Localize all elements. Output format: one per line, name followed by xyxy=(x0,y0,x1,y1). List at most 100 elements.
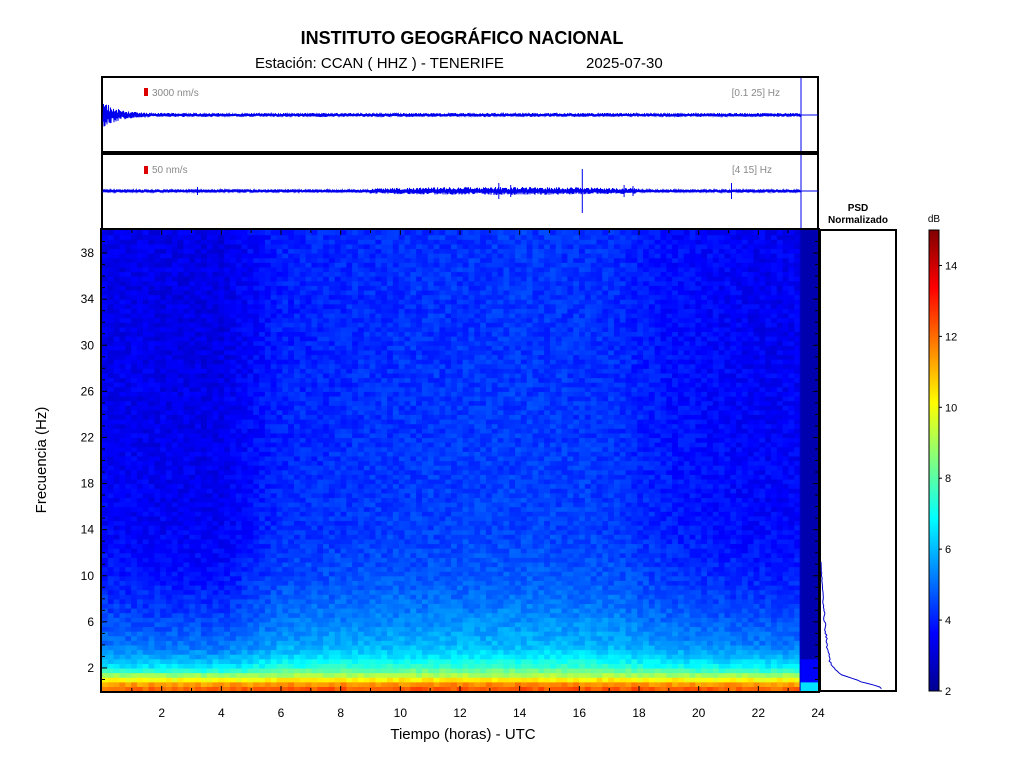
spectrogram-cell xyxy=(375,580,382,586)
spectrogram-cell xyxy=(183,285,190,291)
spectrogram-cell xyxy=(270,289,278,296)
spectrogram-cell xyxy=(247,654,254,660)
spectrogram-cell xyxy=(165,566,173,572)
spectrogram-cell xyxy=(276,612,283,618)
spectrogram-cell xyxy=(218,409,225,415)
spectrogram-cell xyxy=(136,442,144,448)
spectrogram-cell xyxy=(102,635,109,641)
spectrogram-cell xyxy=(206,294,214,300)
spectrogram-cell xyxy=(200,617,208,623)
spectrogram-cell xyxy=(270,432,278,439)
spectrogram-cell xyxy=(317,363,324,369)
spectrogram-cell xyxy=(305,520,313,526)
spectrogram-cell xyxy=(253,230,260,236)
spectrogram-cell xyxy=(131,432,138,439)
spectrogram-cell xyxy=(317,289,324,296)
spectrogram-cell xyxy=(212,557,219,563)
spectrogram-cell xyxy=(328,428,336,434)
spectrogram-cell xyxy=(136,271,144,277)
spectrogram-cell xyxy=(352,515,359,522)
spectrogram-cell xyxy=(253,483,260,489)
spectrogram-cell xyxy=(107,423,115,429)
spectrogram-cell xyxy=(270,571,278,577)
spectrogram-cell xyxy=(189,331,196,337)
spectrogram-cell xyxy=(328,488,336,494)
spectrogram-cell xyxy=(259,548,266,554)
spectrogram-cell xyxy=(241,446,249,452)
spectrogram-cell xyxy=(357,303,365,309)
spectrogram-cell xyxy=(346,419,353,425)
spectrogram-cell xyxy=(270,552,278,558)
spectrogram-cell xyxy=(200,626,208,632)
spectrogram-cell xyxy=(328,594,336,600)
spectrogram-cell xyxy=(299,271,307,277)
spectrogram-cell xyxy=(165,649,173,655)
spectrogram-cell xyxy=(357,340,365,346)
spectrogram-cell xyxy=(323,460,330,466)
spectrogram-cell xyxy=(183,654,190,660)
spectrogram-cell xyxy=(136,469,144,475)
spectrogram-cell xyxy=(299,571,307,577)
spectrogram-cell xyxy=(125,280,132,286)
spectrogram-cell xyxy=(229,359,237,365)
spectrogram-cell xyxy=(247,257,254,263)
spectrogram-cell xyxy=(375,478,382,485)
spectrogram-cell xyxy=(171,617,179,623)
spectrogram-cell xyxy=(357,230,365,236)
spectrogram-cell xyxy=(125,340,132,346)
spectrogram-cell xyxy=(381,571,388,577)
spectrogram-cell xyxy=(177,589,185,595)
spectrogram-cell xyxy=(136,414,144,420)
spectrogram-cell xyxy=(195,612,202,618)
spectrogram-cell xyxy=(375,276,382,282)
spectrogram-cell xyxy=(247,308,254,314)
spectrogram-cell xyxy=(323,478,330,485)
spectrogram-cell xyxy=(299,354,307,360)
spectrogram-cell xyxy=(206,474,214,480)
spectrogram-cell xyxy=(148,469,155,475)
spectrogram-cell xyxy=(165,331,173,337)
spectrogram-cell xyxy=(235,363,243,369)
spectrogram-cell xyxy=(352,603,359,609)
spectrogram-cell xyxy=(212,363,219,369)
spectrogram-cell xyxy=(148,363,155,369)
spectrogram-cell xyxy=(340,529,347,535)
spectrogram-cell xyxy=(136,571,144,577)
spectrogram-cell xyxy=(282,414,289,420)
spectrogram-cell xyxy=(369,299,377,305)
spectrogram-cell xyxy=(293,667,301,674)
spectrogram-cell xyxy=(305,451,313,457)
spectrogram-cell xyxy=(323,432,330,439)
spectrogram-cell xyxy=(200,391,208,397)
spectrogram-cell xyxy=(224,253,231,259)
spectrogram-cell xyxy=(387,529,394,535)
spectrogram-cell xyxy=(131,640,138,646)
spectrogram-cell xyxy=(340,359,347,365)
spectrogram-cell xyxy=(229,455,237,462)
spectrogram-cell xyxy=(113,677,121,683)
spectrogram-cell xyxy=(218,326,225,333)
spectrogram-cell xyxy=(212,672,219,678)
spectrogram-cell xyxy=(241,617,249,623)
spectrogram-cell xyxy=(183,442,190,448)
spectrogram-cell xyxy=(177,257,185,263)
spectrogram-cell xyxy=(381,608,388,614)
spectrogram-cell xyxy=(218,488,225,494)
spectrogram-cell xyxy=(154,474,161,480)
spectrogram-cell xyxy=(218,571,225,577)
spectrogram-cell xyxy=(357,608,365,614)
spectrogram-cell xyxy=(148,248,155,254)
spectrogram-cell xyxy=(259,644,266,651)
spectrogram-cell xyxy=(282,455,289,462)
spectrogram-cell xyxy=(352,428,359,434)
spectrogram-cell xyxy=(125,534,132,540)
spectrogram-cell xyxy=(387,455,394,462)
spectrogram-cell xyxy=(107,608,115,614)
spectrogram-cell xyxy=(387,386,394,392)
spectrogram-cell xyxy=(165,317,173,323)
spectrogram-cell xyxy=(212,248,219,254)
spectrogram-cell xyxy=(177,603,185,609)
spectrogram-cell xyxy=(148,672,155,678)
spectrogram-cell xyxy=(369,538,377,545)
spectrogram-cell xyxy=(113,359,121,365)
